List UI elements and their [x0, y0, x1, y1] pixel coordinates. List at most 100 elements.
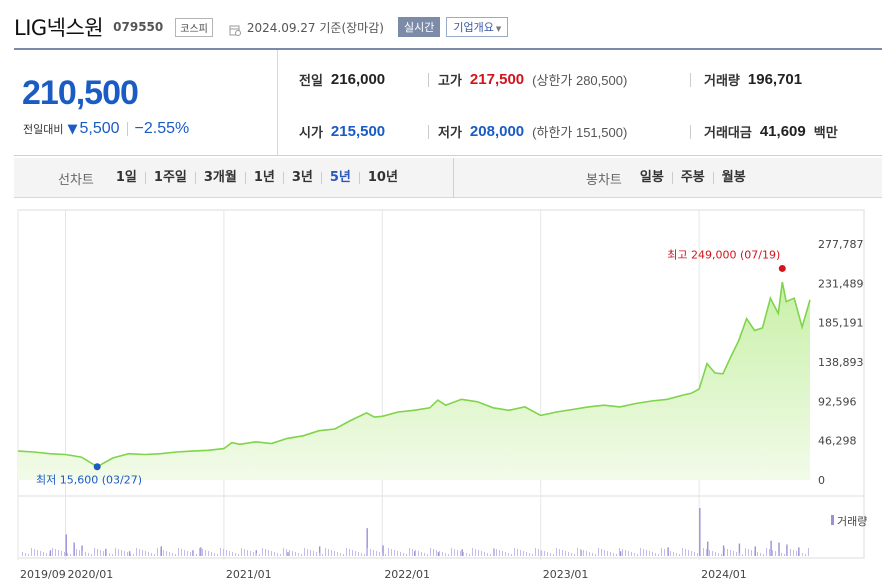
volume-bar-minor: [553, 554, 554, 556]
volume-bar-minor: [79, 550, 80, 556]
volume-bar: [798, 547, 800, 556]
volume-bar-minor: [619, 548, 620, 556]
change-amount: 5,500: [79, 120, 120, 137]
volume-bar-minor: [301, 554, 302, 556]
volume-bar-minor: [100, 550, 101, 556]
volume-bar-minor: [292, 551, 293, 556]
volume-bar-minor: [805, 554, 806, 556]
volume-bar-minor: [340, 553, 341, 556]
volume-bar: [437, 552, 440, 556]
volume-bar-minor: [679, 554, 680, 556]
volume-bar: [73, 542, 75, 556]
x-tick-label: 2021/01: [226, 568, 272, 581]
volume-bar-minor: [223, 549, 224, 556]
volume-bar-minor: [628, 551, 629, 556]
volume-bar-minor: [448, 554, 449, 556]
volume-bar-minor: [451, 548, 452, 556]
volume-bar-minor: [181, 549, 182, 556]
volume-bar-minor: [241, 548, 242, 556]
tab-3m[interactable]: 3개월: [194, 171, 245, 184]
volume-bar-minor: [76, 549, 77, 556]
volume-bar-minor: [310, 550, 311, 556]
volume-bar-minor: [736, 552, 737, 556]
company-info-button[interactable]: 기업개요 ▼: [446, 17, 509, 37]
tab-1d[interactable]: 1일: [115, 170, 137, 185]
price-area: [18, 282, 810, 480]
volume-bar-minor: [379, 552, 380, 556]
volume-bar-minor: [769, 549, 770, 556]
y-tick-label: 0: [818, 474, 825, 487]
volume-bar-minor: [460, 551, 461, 556]
volume-bar-minor: [46, 553, 47, 556]
volume-bar-minor: [355, 551, 356, 556]
volume-bar-minor: [712, 551, 713, 556]
stock-name[interactable]: LIG넥스원: [14, 16, 104, 40]
volume-bar-minor: [487, 553, 488, 556]
tab-5y[interactable]: 5년: [320, 171, 359, 184]
tab-monthly[interactable]: 월봉: [712, 171, 754, 184]
volume-bar-minor: [325, 548, 326, 556]
volume-bar: [200, 547, 202, 556]
volume-bar: [770, 540, 772, 556]
volume-bar-minor: [271, 551, 272, 556]
volume-bar-minor: [763, 554, 764, 556]
volume-bar-minor: [496, 549, 497, 556]
stock-code: 079550: [113, 20, 164, 34]
volume-bar: [722, 545, 725, 556]
volume-bar: [65, 534, 67, 556]
volume-bar: [619, 551, 622, 556]
volume-bar-minor: [265, 549, 266, 556]
candle-chart-title: 봉차트: [586, 172, 622, 188]
volume-bar: [778, 542, 780, 556]
volume-bar-minor: [658, 554, 659, 556]
volume-bar-minor: [481, 551, 482, 556]
volume-bar-minor: [193, 553, 194, 556]
tab-1w[interactable]: 1주일: [144, 171, 195, 184]
volume-bar: [414, 551, 416, 556]
volume-bar-minor: [571, 553, 572, 556]
prev-close: 전일 216,000: [299, 70, 385, 89]
price-change: 전일대비 ▼ 5,500 −2.55%: [23, 120, 189, 138]
tab-daily[interactable]: 일봉: [639, 170, 664, 185]
volume-bar-minor: [748, 549, 749, 556]
volume-bar-minor: [580, 549, 581, 556]
volume-bar-minor: [508, 553, 509, 556]
volume-bar-minor: [490, 554, 491, 556]
volume-bar-minor: [637, 554, 638, 556]
price-chart[interactable]: 2019/09 2020/01 2021/01 2022/01 2023/01 2024/…: [0, 200, 882, 586]
volume-bar-minor: [781, 553, 782, 556]
volume-legend-swatch: [831, 515, 834, 525]
company-info-label: 기업개요: [453, 21, 494, 34]
volume-bar-minor: [724, 548, 725, 556]
x-tick-label: 2023/01: [543, 568, 589, 581]
trade-value-label: 거래대금: [704, 126, 752, 141]
volume-bar-minor: [616, 554, 617, 556]
volume-bar-minor: [784, 554, 785, 556]
volume-bar-minor: [304, 548, 305, 556]
volume-bar-minor: [28, 554, 29, 556]
tab-weekly[interactable]: 주봉: [671, 171, 713, 184]
volume-bar-minor: [388, 548, 389, 556]
volume-bar-minor: [331, 550, 332, 556]
y-tick-label: 46,298: [818, 435, 857, 448]
volume-bar: [382, 545, 384, 556]
volume-bar-minor: [154, 554, 155, 556]
line-chart-title: 선차트: [58, 172, 94, 188]
volume-bar-minor: [22, 552, 23, 556]
candle-chart-tabs: 봉차트 일봉 주봉 월봉: [586, 158, 754, 198]
lower-limit: (하한가 151,500): [532, 125, 628, 140]
realtime-button[interactable]: 실시간: [397, 17, 441, 37]
volume-bar-minor: [124, 551, 125, 556]
tab-3y[interactable]: 3년: [282, 171, 321, 184]
low-annotation: 최저 15,600 (03/27): [36, 474, 142, 487]
volume-bar-minor: [613, 553, 614, 556]
volume-bar-minor: [625, 550, 626, 556]
tab-10y[interactable]: 10년: [358, 171, 406, 184]
tab-1y[interactable]: 1년: [244, 171, 283, 184]
volume-bar-minor: [151, 553, 152, 556]
volume-bar-minor: [403, 553, 404, 556]
volume-bar-minor: [25, 553, 26, 556]
volume-bar-minor: [472, 548, 473, 556]
volume-bar-minor: [52, 548, 53, 556]
volume-bar-minor: [295, 552, 296, 556]
